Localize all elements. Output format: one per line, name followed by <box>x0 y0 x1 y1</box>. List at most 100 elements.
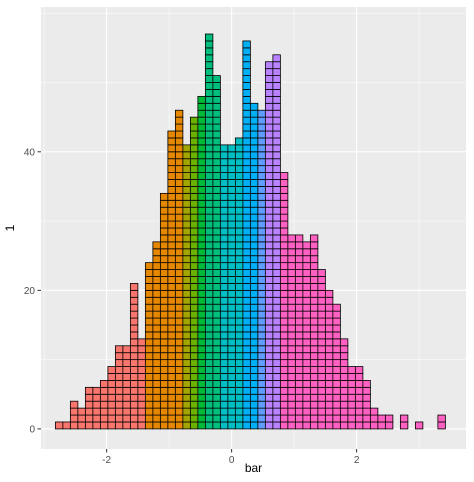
bin-cell <box>302 338 311 347</box>
bin-cell <box>279 338 289 347</box>
bin-cell <box>114 386 124 395</box>
bin-cell <box>197 123 206 132</box>
bin-cell <box>204 345 214 354</box>
histogram-bin <box>339 338 349 430</box>
bin-cell <box>249 352 259 361</box>
bin-cell <box>159 359 169 367</box>
bin-cell <box>249 386 259 395</box>
bin-cell <box>69 407 79 416</box>
bin-cell <box>212 407 221 416</box>
bin-cell <box>234 366 244 374</box>
bin-cell <box>152 283 161 291</box>
bin-cell <box>114 352 124 361</box>
bin-cell <box>294 407 304 416</box>
bin-cell <box>204 33 214 42</box>
histogram-bin <box>257 109 266 430</box>
bin-cell <box>174 345 184 354</box>
bin-cell <box>257 421 266 430</box>
bin-cell <box>189 227 199 236</box>
bin-cell <box>272 414 281 423</box>
bin-cell <box>182 331 191 340</box>
bin-cell <box>189 179 199 187</box>
bin-cell <box>159 296 169 305</box>
bin-cell <box>242 137 251 146</box>
bin-cell <box>317 414 326 423</box>
bin-cell <box>437 421 446 430</box>
bin-cell <box>294 331 304 340</box>
bin-cell <box>152 255 161 264</box>
bin-cell <box>189 255 199 264</box>
bin-cell <box>137 366 146 374</box>
bin-cell <box>144 289 154 298</box>
bin-cell <box>167 386 176 395</box>
bin-cell <box>234 359 244 367</box>
bin-cell <box>317 310 326 319</box>
bin-cell <box>174 137 184 146</box>
bin-cell <box>257 296 266 305</box>
bin-cell <box>287 283 296 291</box>
bin-cell <box>197 255 206 264</box>
bin-cell <box>204 407 214 416</box>
bin-cell <box>204 95 214 104</box>
bin-cell <box>212 151 221 160</box>
bin-cell <box>257 172 266 180</box>
bin-cell <box>204 248 214 257</box>
bin-cell <box>279 380 289 388</box>
bin-cell <box>309 296 319 305</box>
bin-cell <box>324 407 334 416</box>
bin-cell <box>294 393 304 402</box>
bin-cell <box>279 414 289 423</box>
bin-cell <box>249 276 259 284</box>
bin-cell <box>159 386 169 395</box>
bin-cell <box>144 373 154 381</box>
bin-cell <box>302 310 311 319</box>
bin-cell <box>144 380 154 388</box>
y-tick-label: 40 <box>24 147 36 158</box>
bin-cell <box>249 144 259 153</box>
bin-cell <box>257 414 266 423</box>
bin-cell <box>129 352 139 361</box>
bin-cell <box>167 165 176 173</box>
x-tick-label: 0 <box>229 455 235 466</box>
bin-cell <box>257 276 266 284</box>
bin-cell <box>182 276 191 284</box>
bin-cell <box>167 199 176 208</box>
bin-cell <box>339 380 349 388</box>
bin-cell <box>189 234 199 243</box>
bin-cell <box>212 123 221 132</box>
bin-cell <box>234 310 244 319</box>
bin-cell <box>197 338 206 347</box>
bin-cell <box>332 386 341 395</box>
bin-cell <box>309 393 319 402</box>
bin-cell <box>144 414 154 423</box>
bin-cell <box>159 269 169 277</box>
bin-cell <box>174 158 184 167</box>
bin-cell <box>182 414 191 423</box>
bin-cell <box>294 276 304 284</box>
bin-cell <box>302 352 311 361</box>
bin-cell <box>159 380 169 388</box>
bin-cell <box>167 137 176 146</box>
bin-cell <box>294 366 304 374</box>
bin-cell <box>294 380 304 388</box>
bin-cell <box>354 373 364 381</box>
bin-cell <box>242 75 251 83</box>
bin-cell <box>204 400 214 409</box>
bin-cell <box>152 373 161 381</box>
bin-cell <box>272 186 281 194</box>
bin-cell <box>437 414 446 423</box>
bin-cell <box>272 303 281 312</box>
bin-cell <box>197 172 206 180</box>
bin-cell <box>242 324 251 333</box>
bin-cell <box>204 262 214 270</box>
bin-cell <box>234 393 244 402</box>
bin-cell <box>114 373 124 381</box>
bin-cell <box>272 130 281 139</box>
bin-cell <box>204 296 214 305</box>
bin-cell <box>302 380 311 388</box>
bin-cell <box>249 407 259 416</box>
bin-cell <box>212 179 221 187</box>
bin-cell <box>279 220 289 229</box>
bin-cell <box>174 130 184 139</box>
bin-cell <box>219 151 229 160</box>
